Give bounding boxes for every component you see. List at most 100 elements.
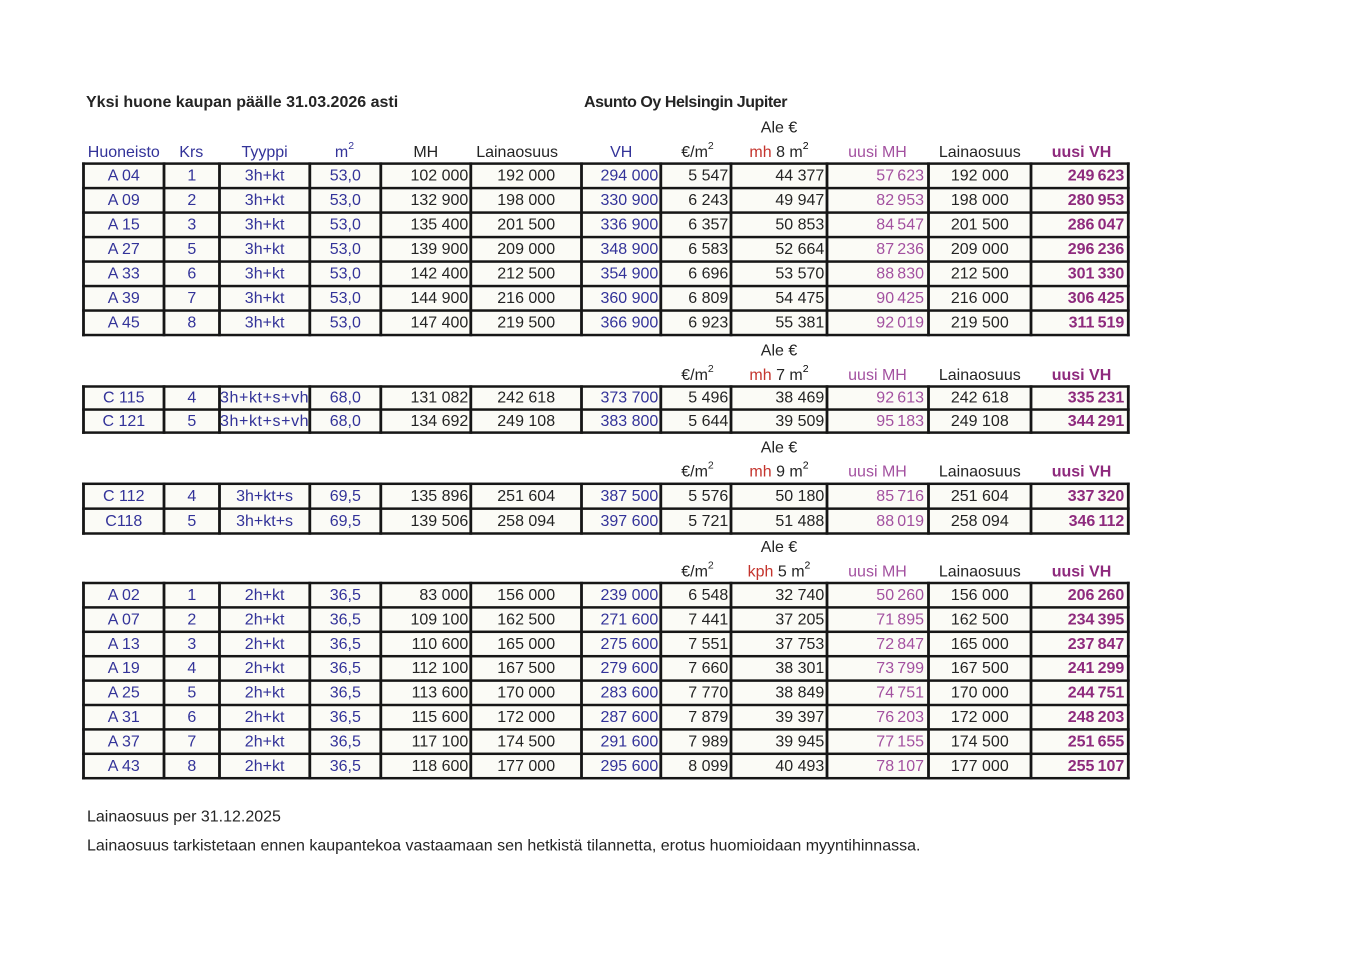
svg-text:49 947: 49 947: [775, 192, 824, 209]
svg-text:mh 7 m2: mh 7 m2: [749, 363, 808, 384]
svg-text:Huoneisto: Huoneisto: [88, 144, 160, 161]
svg-text:88 830: 88 830: [876, 266, 924, 283]
svg-text:uusi VH: uusi VH: [1052, 367, 1112, 384]
svg-text:3h+kt: 3h+kt: [245, 241, 285, 258]
svg-text:336 900: 336 900: [600, 217, 658, 234]
svg-text:2h+kt: 2h+kt: [245, 636, 285, 653]
svg-text:37 753: 37 753: [775, 636, 824, 653]
svg-text:5 576: 5 576: [688, 488, 728, 505]
svg-text:147 400: 147 400: [410, 315, 468, 332]
svg-text:36,5: 36,5: [330, 587, 361, 604]
svg-text:53 570: 53 570: [775, 266, 824, 283]
svg-text:55 381: 55 381: [775, 315, 824, 332]
svg-text:54 475: 54 475: [775, 290, 824, 307]
svg-text:Tyyppi: Tyyppi: [241, 144, 287, 161]
svg-text:216 000: 216 000: [951, 290, 1009, 307]
svg-text:172 000: 172 000: [951, 709, 1009, 726]
svg-text:Lainaosuus: Lainaosuus: [476, 144, 558, 161]
svg-text:237 847: 237 847: [1068, 636, 1125, 653]
svg-text:156 000: 156 000: [497, 587, 555, 604]
svg-text:36,5: 36,5: [330, 660, 361, 677]
svg-text:6 923: 6 923: [688, 315, 728, 332]
svg-text:69,5: 69,5: [330, 513, 361, 530]
svg-text:uusi VH: uusi VH: [1052, 564, 1112, 581]
svg-text:373 700: 373 700: [600, 390, 658, 407]
svg-text:2: 2: [187, 611, 196, 628]
svg-text:68,0: 68,0: [330, 390, 361, 407]
svg-text:167 500: 167 500: [497, 660, 555, 677]
svg-text:5: 5: [187, 685, 196, 702]
svg-text:201 500: 201 500: [951, 217, 1009, 234]
svg-text:Ale €: Ale €: [761, 439, 798, 456]
svg-text:4: 4: [187, 390, 196, 407]
svg-text:156 000: 156 000: [951, 587, 1009, 604]
svg-text:135 896: 135 896: [410, 488, 468, 505]
svg-text:5: 5: [187, 413, 196, 430]
svg-text:39 945: 39 945: [775, 733, 824, 750]
svg-text:118 600: 118 600: [412, 758, 469, 775]
svg-text:A 43: A 43: [108, 758, 140, 775]
svg-text:6: 6: [187, 266, 196, 283]
svg-text:2h+kt: 2h+kt: [245, 733, 285, 750]
svg-text:134 692: 134 692: [410, 413, 468, 430]
svg-text:51 488: 51 488: [775, 513, 824, 530]
svg-text:209 000: 209 000: [951, 241, 1009, 258]
svg-text:53,0: 53,0: [330, 168, 361, 185]
svg-text:251 604: 251 604: [497, 488, 555, 505]
svg-text:A 09: A 09: [108, 192, 140, 209]
svg-text:255 107: 255 107: [1068, 758, 1125, 775]
svg-text:39 509: 39 509: [775, 413, 824, 430]
svg-text:335 231: 335 231: [1068, 390, 1125, 407]
svg-text:84 547: 84 547: [876, 217, 924, 234]
svg-text:Lainaosuus per 31.12.2025: Lainaosuus per 31.12.2025: [87, 809, 281, 826]
svg-text:53,0: 53,0: [330, 290, 361, 307]
svg-text:uusi MH: uusi MH: [848, 464, 907, 481]
svg-text:234 395: 234 395: [1068, 611, 1125, 628]
svg-text:249 108: 249 108: [497, 413, 555, 430]
svg-text:€/m2: €/m2: [681, 560, 714, 581]
svg-text:144 900: 144 900: [410, 290, 468, 307]
svg-text:73 799: 73 799: [876, 660, 924, 677]
svg-text:€/m2: €/m2: [681, 460, 714, 481]
svg-text:354 900: 354 900: [600, 266, 658, 283]
svg-text:337 320: 337 320: [1068, 488, 1125, 505]
svg-text:102 000: 102 000: [410, 168, 468, 185]
svg-text:32 740: 32 740: [775, 587, 824, 604]
svg-text:A 13: A 13: [108, 636, 140, 653]
svg-text:177 000: 177 000: [951, 758, 1009, 775]
svg-text:m2: m2: [335, 140, 354, 161]
svg-text:286 047: 286 047: [1068, 217, 1125, 234]
svg-text:kph 5 m2: kph 5 m2: [748, 560, 811, 581]
svg-text:3h+kt: 3h+kt: [245, 315, 285, 332]
svg-text:A 27: A 27: [108, 241, 140, 258]
svg-text:3h+kt: 3h+kt: [245, 192, 285, 209]
svg-text:76 203: 76 203: [876, 709, 924, 726]
svg-text:6 548: 6 548: [688, 587, 728, 604]
svg-text:C 115: C 115: [103, 390, 145, 407]
svg-text:77 155: 77 155: [876, 733, 924, 750]
svg-text:198 000: 198 000: [951, 192, 1009, 209]
svg-text:287 600: 287 600: [600, 709, 658, 726]
svg-text:Yksi huone kaupan päälle 31.03: Yksi huone kaupan päälle 31.03.2026 asti: [86, 94, 398, 111]
svg-text:142 400: 142 400: [410, 266, 468, 283]
svg-text:Lainaosuus: Lainaosuus: [939, 564, 1021, 581]
svg-text:242 618: 242 618: [951, 390, 1009, 407]
svg-text:38 469: 38 469: [775, 390, 824, 407]
svg-text:C 112: C 112: [103, 488, 145, 505]
svg-text:6: 6: [187, 709, 196, 726]
svg-text:139 900: 139 900: [410, 241, 468, 258]
svg-text:170 000: 170 000: [497, 685, 555, 702]
svg-text:283 600: 283 600: [600, 685, 658, 702]
svg-text:68,0: 68,0: [330, 413, 361, 430]
svg-text:7 441: 7 441: [688, 611, 728, 628]
svg-text:6 809: 6 809: [688, 290, 728, 307]
svg-text:241 299: 241 299: [1068, 660, 1125, 677]
svg-text:A 15: A 15: [108, 217, 140, 234]
svg-text:192 000: 192 000: [497, 168, 555, 185]
svg-text:1: 1: [187, 168, 196, 185]
svg-text:3: 3: [187, 217, 196, 234]
svg-text:330 900: 330 900: [600, 192, 658, 209]
svg-text:115 600: 115 600: [412, 709, 469, 726]
svg-text:4: 4: [187, 660, 196, 677]
svg-text:53,0: 53,0: [330, 192, 361, 209]
